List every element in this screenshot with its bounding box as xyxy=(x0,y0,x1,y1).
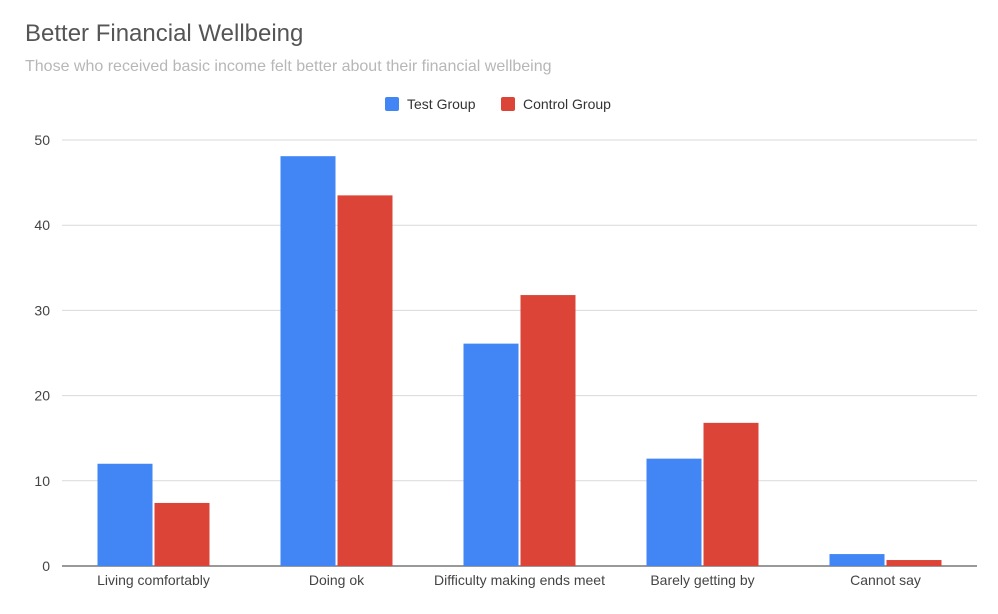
legend-swatch xyxy=(501,97,515,111)
x-tick-label: Barely getting by xyxy=(650,572,754,588)
bar xyxy=(97,463,153,566)
bar xyxy=(886,560,942,566)
legend-label: Control Group xyxy=(523,96,611,112)
bar xyxy=(463,343,519,566)
y-tick-label: 30 xyxy=(34,302,50,318)
y-tick-label: 0 xyxy=(42,558,50,574)
y-tick-label: 40 xyxy=(34,217,50,233)
bar xyxy=(154,502,210,566)
y-tick-label: 50 xyxy=(34,132,50,148)
bar xyxy=(280,156,336,567)
x-tick-label: Doing ok xyxy=(309,572,365,588)
bar xyxy=(703,422,759,566)
bar xyxy=(829,554,885,566)
x-tick-label: Cannot say xyxy=(850,572,921,588)
chart-subtitle: Those who received basic income felt bet… xyxy=(25,58,552,75)
bar xyxy=(520,295,576,566)
y-tick-label: 10 xyxy=(34,473,50,489)
legend-swatch xyxy=(385,97,399,111)
bar xyxy=(646,458,702,566)
chart-title: Better Financial Wellbeing xyxy=(25,20,304,47)
y-tick-label: 20 xyxy=(34,388,50,404)
bar xyxy=(337,195,393,566)
x-tick-label: Difficulty making ends meet xyxy=(434,572,605,588)
x-tick-label: Living comfortably xyxy=(97,572,210,588)
legend-label: Test Group xyxy=(407,96,476,112)
